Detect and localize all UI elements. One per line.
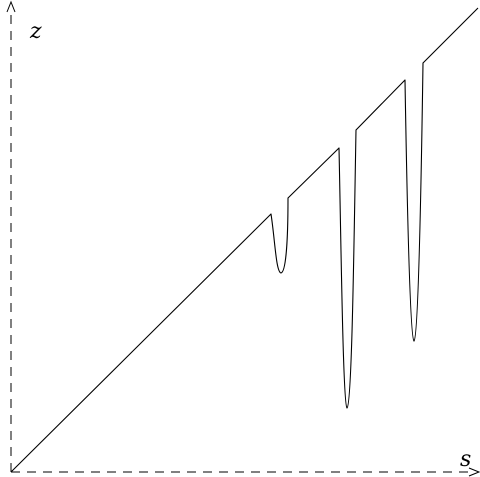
s-axis-label: s <box>460 447 471 472</box>
s-axis-arrowhead <box>468 467 480 477</box>
z-axis-arrowhead <box>6 0 16 13</box>
curve-path <box>10 7 479 473</box>
z-axis-label: z <box>29 19 42 44</box>
